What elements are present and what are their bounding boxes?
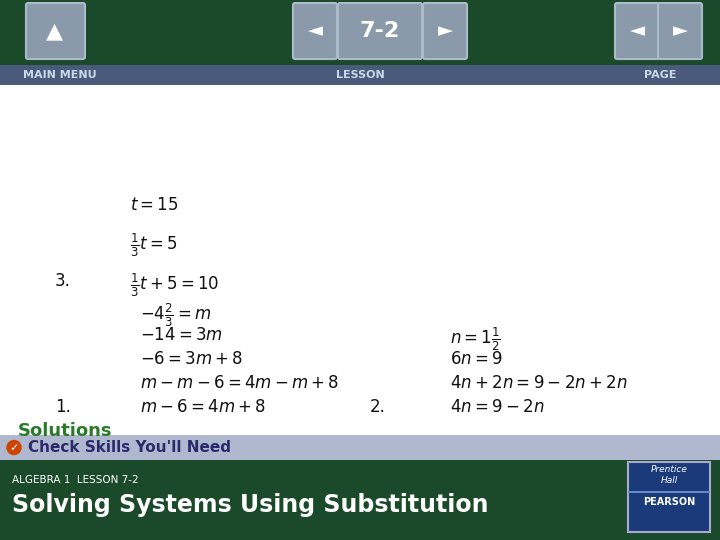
Bar bbox=[0, 435, 720, 460]
Text: $-6 = 3m + 8$: $-6 = 3m + 8$ bbox=[140, 350, 243, 368]
Text: ▲: ▲ bbox=[46, 21, 63, 41]
Text: $t = 15$: $t = 15$ bbox=[130, 196, 179, 214]
Text: $\frac{1}{3}t = 5$: $\frac{1}{3}t = 5$ bbox=[130, 232, 178, 259]
Text: $n = 1\frac{1}{2}$: $n = 1\frac{1}{2}$ bbox=[450, 326, 501, 353]
Text: Solutions: Solutions bbox=[18, 422, 112, 440]
Text: $\frac{1}{3}t + 5 = 10$: $\frac{1}{3}t + 5 = 10$ bbox=[130, 272, 220, 299]
Text: ◄: ◄ bbox=[629, 22, 644, 40]
Bar bbox=[0, 0, 720, 65]
Bar bbox=[628, 491, 710, 492]
Text: 1.: 1. bbox=[55, 398, 71, 416]
Text: $-4\frac{2}{3} = m$: $-4\frac{2}{3} = m$ bbox=[140, 302, 212, 329]
Bar bbox=[0, 65, 720, 435]
Text: ►: ► bbox=[672, 22, 688, 40]
Bar bbox=[628, 462, 710, 532]
Text: 7-2: 7-2 bbox=[360, 21, 400, 41]
Text: $4n = 9 - 2n$: $4n = 9 - 2n$ bbox=[450, 398, 544, 416]
Text: $m - 6 = 4m + 8$: $m - 6 = 4m + 8$ bbox=[140, 398, 266, 416]
Text: $-14 = 3m$: $-14 = 3m$ bbox=[140, 326, 223, 344]
Circle shape bbox=[7, 441, 21, 455]
Text: ►: ► bbox=[438, 22, 452, 40]
Text: PEARSON: PEARSON bbox=[643, 497, 695, 507]
Text: ALGEBRA 1  LESSON 7-2: ALGEBRA 1 LESSON 7-2 bbox=[12, 475, 139, 485]
Text: ✓: ✓ bbox=[9, 442, 19, 453]
FancyBboxPatch shape bbox=[293, 3, 337, 59]
Text: ◄: ◄ bbox=[307, 22, 323, 40]
FancyBboxPatch shape bbox=[338, 3, 422, 59]
FancyBboxPatch shape bbox=[423, 3, 467, 59]
Bar bbox=[0, 65, 720, 85]
Text: Solving Systems Using Substitution: Solving Systems Using Substitution bbox=[12, 493, 488, 517]
Bar bbox=[0, 460, 720, 540]
Text: PAGE: PAGE bbox=[644, 70, 676, 80]
FancyBboxPatch shape bbox=[615, 3, 659, 59]
Text: $4n + 2n = 9 - 2n + 2n$: $4n + 2n = 9 - 2n + 2n$ bbox=[450, 374, 628, 392]
FancyBboxPatch shape bbox=[26, 3, 85, 59]
Text: $m - m - 6 = 4m - m + 8$: $m - m - 6 = 4m - m + 8$ bbox=[140, 374, 339, 392]
Text: MAIN MENU: MAIN MENU bbox=[23, 70, 96, 80]
Text: Prentice
Hall: Prentice Hall bbox=[651, 464, 688, 485]
FancyBboxPatch shape bbox=[658, 3, 702, 59]
Text: 3.: 3. bbox=[55, 272, 71, 290]
Text: LESSON: LESSON bbox=[336, 70, 384, 80]
Text: $6n = 9$: $6n = 9$ bbox=[450, 350, 503, 368]
Text: Check Skills You'll Need: Check Skills You'll Need bbox=[28, 440, 231, 455]
Text: 2.: 2. bbox=[370, 398, 386, 416]
